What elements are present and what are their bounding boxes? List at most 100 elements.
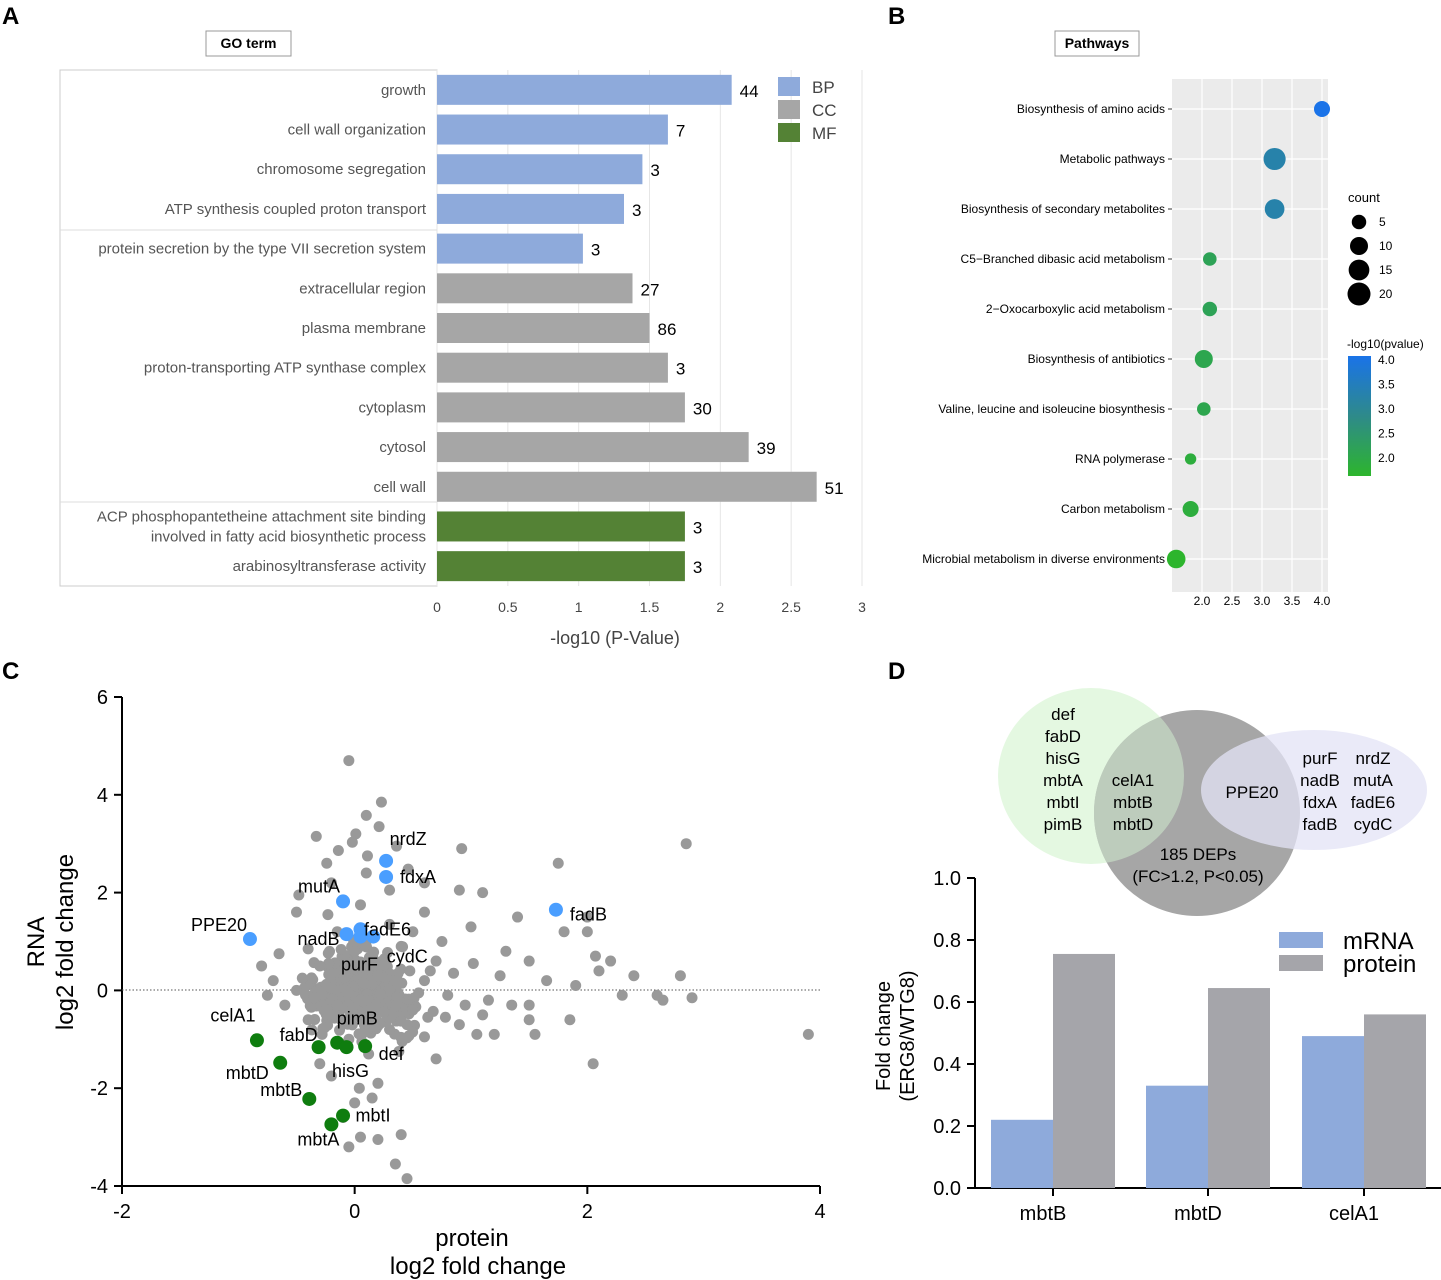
c-background-point [267, 975, 279, 987]
gene-label-ppe20: PPE20 [191, 915, 247, 935]
c-background-point [308, 992, 320, 1004]
legend-swatch-bp [778, 77, 800, 96]
venn-overlap-gene: mbtB [1113, 793, 1153, 812]
c-background-point [349, 945, 361, 957]
gene-point-mbtd [273, 1055, 288, 1070]
c-background-point [374, 988, 386, 1000]
color-legend-tick: 2.0 [1378, 451, 1395, 465]
c-background-point [390, 999, 402, 1011]
c-y-tick-label: 0 [97, 980, 108, 1002]
pathway-point-biosynthesis-of-antibiotics [1194, 349, 1213, 369]
pathway-label: Valine, leucine and isoleucine biosynthe… [938, 402, 1165, 416]
gene-label-nrdz: nrdZ [390, 829, 427, 849]
d-y-tick-label: 0.8 [933, 930, 961, 952]
gene-label-hisg: hisG [332, 1061, 369, 1081]
venn-left-gene: pimB [1044, 815, 1083, 834]
c-y-axis-title-line1: RNA [23, 917, 50, 968]
c-background-point [523, 955, 535, 967]
c-y-tick-label: -4 [90, 1176, 108, 1198]
c-background-point [680, 838, 692, 850]
c-background-point [332, 845, 344, 857]
c-background-point [372, 970, 384, 982]
gene-point-nrdz [379, 853, 394, 868]
go-category-label: growth [381, 82, 426, 99]
c-background-point [552, 857, 564, 869]
go-bar-count: 39 [757, 439, 776, 458]
gene-label-cydc: cydC [387, 947, 428, 967]
c-background-point [316, 1028, 328, 1040]
c-background-point [523, 999, 535, 1011]
venn-right-gene: mutA [1353, 771, 1393, 790]
gene-label-fdxa: fdxA [400, 867, 436, 887]
c-background-point [488, 1028, 500, 1040]
go-bar-growth [437, 74, 732, 105]
c-background-point [506, 999, 518, 1011]
c-background-point [404, 965, 416, 977]
c-background-point [343, 755, 355, 767]
c-background-point [418, 1031, 430, 1043]
c-y-tick-label: 2 [97, 883, 108, 905]
go-category-label: cytoplasm [358, 399, 426, 416]
c-background-point [366, 1092, 378, 1104]
c-background-point [323, 957, 335, 969]
gene-point-mbti [336, 1108, 351, 1123]
c-background-point [401, 1173, 413, 1185]
venn-left-gene: mbtA [1043, 771, 1083, 790]
c-background-point [256, 960, 268, 972]
gene-point-muta [336, 894, 351, 909]
d-y-tick-label: 0.2 [933, 1116, 961, 1138]
size-legend-title: count [1348, 190, 1380, 205]
venn-left-overlap [1094, 710, 1184, 864]
c-background-point [325, 982, 337, 994]
c-background-point [459, 999, 471, 1011]
color-legend-bar [1348, 356, 1371, 476]
pathway-point-valine-leucine-and-isoleucine-biosynthesis [1197, 402, 1211, 416]
legend-label-cc: CC [812, 101, 837, 120]
c-background-point [334, 1024, 346, 1036]
panel-d-venn-and-bars: def fabD hisG mbtA mbtI pimB celA1 mbtB mbtD PPE2… [873, 688, 1441, 1225]
c-background-point [372, 1134, 384, 1146]
c-background-point [471, 1028, 483, 1040]
size-legend-dot [1351, 214, 1367, 230]
color-legend-tick: 2.5 [1378, 427, 1395, 441]
c-background-point [321, 857, 333, 869]
c-background-point [384, 1024, 396, 1036]
c-y-axis-title-line2: log2 fold change [52, 854, 79, 1030]
c-background-point [378, 959, 390, 971]
d-y-tick-label: 0.0 [933, 1178, 961, 1200]
go-bar-cytosol [437, 432, 749, 463]
c-background-point [418, 975, 430, 987]
venn-center-label: 185 DEPs [1160, 845, 1237, 864]
color-legend-tick: 3.0 [1378, 402, 1395, 416]
d-legend-label-mrna: mRNA [1343, 928, 1414, 955]
pathway-label: Biosynthesis of antibiotics [1028, 352, 1165, 366]
gene-label-mbtd: mbtD [226, 1063, 269, 1083]
size-legend-dot [1348, 259, 1370, 281]
go-bar-count: 3 [650, 161, 659, 180]
pathway-point-metabolic-pathways [1263, 147, 1286, 171]
venn-center-label: (FC>1.2, P<0.05) [1132, 867, 1263, 886]
size-legend-label: 5 [1379, 215, 1386, 229]
panel-b-pathway-dotplot: Pathways Biosynthesis of amino acids Meta… [922, 30, 1424, 608]
c-background-point [413, 987, 425, 999]
c-background-point [482, 994, 494, 1006]
go-bar-count: 3 [693, 558, 702, 577]
c-background-point [467, 958, 479, 970]
go-category-label: involved in fatty acid biosynthetic proc… [151, 528, 426, 545]
c-background-point [564, 1014, 576, 1026]
panel-label-c: C [2, 658, 19, 685]
pathway-x-tick-label: 2.5 [1224, 594, 1241, 608]
c-y-tick-label: 6 [97, 687, 108, 709]
c-background-point [593, 965, 605, 977]
c-background-point [395, 1031, 407, 1043]
c-background-point [305, 1001, 317, 1013]
c-background-point [291, 906, 302, 918]
c-background-point [523, 1014, 535, 1026]
c-background-point [401, 1019, 413, 1031]
gene-label-fadb: fadB [570, 905, 607, 925]
venn-left-gene: mbtI [1046, 793, 1079, 812]
size-legend-label: 10 [1379, 239, 1393, 253]
c-background-point [325, 877, 337, 889]
gene-label-mbti: mbtI [356, 1106, 391, 1126]
